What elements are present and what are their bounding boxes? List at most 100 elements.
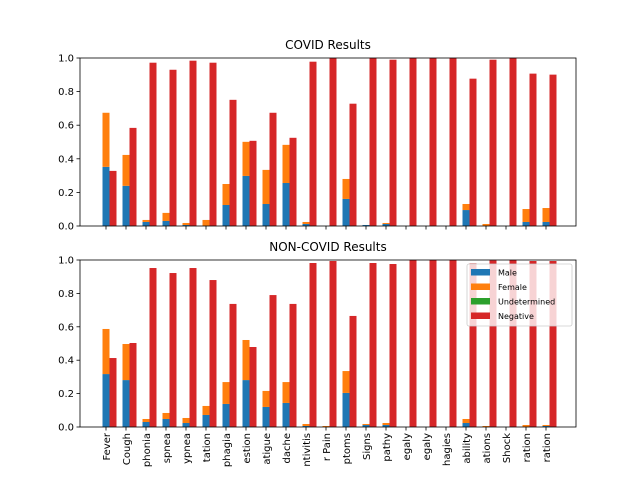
bar-female xyxy=(322,425,330,427)
bar-female xyxy=(382,222,390,224)
legend-swatch-male xyxy=(471,269,490,276)
bar-negative xyxy=(449,58,457,226)
bar-male xyxy=(202,414,210,427)
axes-frame xyxy=(79,259,577,428)
top-chart-axes: 0.0 0.2 0.4 0.6 0.8 1.0 xyxy=(58,54,577,233)
bar-negative xyxy=(249,140,257,226)
x-tick-label: Fever xyxy=(102,432,113,460)
x-tick-label: phonia xyxy=(142,433,153,467)
x-tick-label: dache xyxy=(282,433,293,463)
bar-male xyxy=(102,374,110,427)
bar-negative xyxy=(529,73,537,227)
x-tick-label: egaly xyxy=(422,433,433,460)
bar-male xyxy=(542,221,550,226)
axes-frame xyxy=(79,57,577,227)
x-tick-label: r Pain xyxy=(322,433,333,461)
y-tick-label: 0.4 xyxy=(58,154,74,165)
bar-male xyxy=(342,392,350,427)
y-tick-label: 0.0 xyxy=(58,222,74,233)
y-tick-label: 0.6 xyxy=(58,121,74,132)
legend-box xyxy=(466,263,573,327)
bar-female xyxy=(162,212,170,221)
legend-swatch-negative xyxy=(471,312,490,319)
bar-female xyxy=(262,169,270,204)
bar-negative xyxy=(529,261,537,427)
bar-negative xyxy=(289,137,297,226)
bar-male xyxy=(282,182,290,226)
bar-female xyxy=(542,208,550,222)
bar-female xyxy=(122,344,130,381)
bar-negative xyxy=(309,61,317,226)
bar-male xyxy=(122,185,130,226)
bar-female xyxy=(282,382,290,403)
bar-negative xyxy=(549,261,557,427)
bar-male xyxy=(182,422,190,427)
bar-female xyxy=(162,412,170,419)
bar-negative xyxy=(489,260,497,427)
y-tick-label: 0.2 xyxy=(58,389,74,400)
bar-negative xyxy=(509,58,517,226)
bar-female xyxy=(462,418,470,423)
x-tick-label: ration xyxy=(522,433,533,462)
bar-male xyxy=(162,220,170,226)
bar-negative xyxy=(189,60,197,226)
bar-negative xyxy=(469,78,477,226)
bar-male xyxy=(182,224,190,226)
legend-label: Male xyxy=(498,269,517,278)
bar-negative xyxy=(229,99,237,226)
bar-male xyxy=(222,403,230,427)
bar-female xyxy=(262,390,270,407)
bar-negative xyxy=(329,58,337,226)
bar-male xyxy=(242,380,250,427)
x-tick-label: ration xyxy=(542,433,553,462)
bottom-chart-title: NON-COVID Results xyxy=(269,240,386,254)
bar-male xyxy=(142,421,150,427)
legend: Male Female Undetermined Negative xyxy=(466,263,573,327)
bar-negative xyxy=(389,59,397,227)
bar-negative xyxy=(149,268,157,427)
bar-female xyxy=(382,422,390,425)
bar-female xyxy=(282,144,290,183)
bar-male xyxy=(362,224,370,226)
bar-negative xyxy=(329,261,337,427)
legend-swatch-female xyxy=(471,283,490,290)
bar-male xyxy=(382,424,390,427)
y-tick-label: 1.0 xyxy=(58,256,74,267)
legend-swatch-undetermined xyxy=(471,298,490,305)
y-tick-label: 0.8 xyxy=(58,289,74,300)
bar-negative xyxy=(489,59,497,227)
x-tick-label: ations xyxy=(482,433,493,464)
x-tick-label: estion xyxy=(242,433,253,464)
bar-female xyxy=(142,219,150,222)
bar-negative xyxy=(269,112,277,226)
x-tick-labels: Fever Cough phonia spnea ypnea tation phagia es… xyxy=(102,432,553,467)
bar-negative xyxy=(449,260,457,427)
y-tick-label: 0.6 xyxy=(58,322,74,333)
bar-negative xyxy=(429,58,437,226)
bar-female xyxy=(522,424,530,427)
bar-female xyxy=(522,209,530,222)
bar-negative xyxy=(289,303,297,427)
x-tick-label: ypnea xyxy=(182,433,193,464)
bar-female xyxy=(182,417,190,423)
bar-negative xyxy=(169,273,177,427)
bar-male xyxy=(362,424,370,427)
bar-negative xyxy=(109,358,117,427)
bar-negative xyxy=(369,263,377,427)
bar-female xyxy=(102,112,110,167)
x-tick-label: Shock xyxy=(502,433,513,463)
bar-female xyxy=(122,154,130,186)
bar-male xyxy=(462,422,470,427)
legend-label: Negative xyxy=(498,312,534,321)
bar-male xyxy=(342,198,350,226)
legend-label: Female xyxy=(498,283,527,292)
bar-female xyxy=(342,371,350,393)
bar-negative xyxy=(209,280,217,427)
bar-female xyxy=(302,221,310,224)
bar-male xyxy=(162,418,170,427)
bar-male xyxy=(542,425,550,427)
bar-negative xyxy=(309,263,317,427)
bar-negative xyxy=(229,303,237,427)
legend-label: Undetermined xyxy=(498,298,555,307)
